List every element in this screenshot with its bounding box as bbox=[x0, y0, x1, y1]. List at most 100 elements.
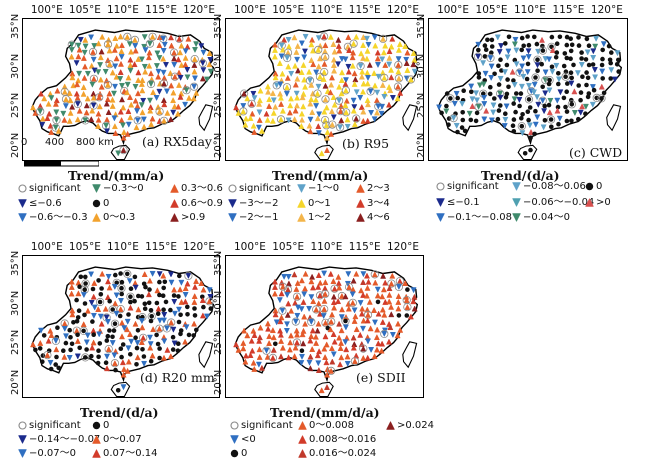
station-marker bbox=[331, 48, 338, 55]
tri-up-icon bbox=[298, 435, 307, 444]
station-marker bbox=[133, 116, 142, 125]
station-marker bbox=[91, 279, 98, 286]
station-marker bbox=[198, 43, 205, 50]
station-marker bbox=[279, 107, 286, 114]
legend-item: 0.3～0.6 bbox=[170, 183, 223, 194]
station-marker bbox=[590, 48, 597, 55]
station-marker bbox=[270, 346, 277, 353]
legend-label: 0 bbox=[596, 181, 603, 192]
lat-tick-label: 20°N bbox=[213, 132, 224, 159]
station-marker bbox=[256, 353, 263, 360]
station-marker bbox=[453, 122, 460, 129]
station-marker bbox=[379, 340, 386, 347]
station-marker bbox=[76, 308, 82, 313]
station-marker bbox=[111, 115, 118, 122]
station-marker bbox=[141, 63, 148, 70]
station-marker bbox=[302, 83, 309, 90]
legend-item: −0.08～0.06 bbox=[512, 181, 586, 192]
station-marker bbox=[184, 67, 191, 74]
station-marker bbox=[128, 286, 134, 291]
station-marker bbox=[538, 36, 546, 43]
station-marker bbox=[90, 293, 97, 300]
station-marker bbox=[155, 73, 162, 80]
station-marker bbox=[577, 109, 584, 116]
station-marker bbox=[496, 82, 502, 87]
station-marker bbox=[120, 104, 127, 111]
station-marker bbox=[524, 69, 531, 76]
station-marker bbox=[138, 318, 145, 325]
station-marker bbox=[118, 346, 124, 351]
station-marker bbox=[389, 95, 396, 102]
station-marker bbox=[516, 96, 523, 103]
station-marker bbox=[389, 272, 396, 279]
station-marker bbox=[189, 82, 199, 91]
station-marker bbox=[193, 277, 200, 284]
station-marker bbox=[388, 303, 395, 310]
station-marker bbox=[310, 298, 317, 305]
station-marker bbox=[292, 107, 299, 114]
station-marker bbox=[55, 325, 60, 330]
tri-up-icon bbox=[92, 449, 101, 458]
station-marker bbox=[614, 62, 620, 67]
station-marker bbox=[121, 325, 128, 332]
station-marker bbox=[80, 90, 87, 97]
station-marker bbox=[117, 68, 124, 75]
station-marker bbox=[410, 49, 417, 56]
station-marker bbox=[292, 344, 299, 351]
station-marker bbox=[338, 314, 345, 321]
station-marker bbox=[600, 47, 605, 53]
station-marker bbox=[331, 67, 338, 74]
station-marker bbox=[298, 122, 305, 129]
station-marker bbox=[83, 274, 88, 280]
station-marker bbox=[283, 328, 290, 335]
station-marker bbox=[546, 115, 556, 124]
station-marker bbox=[90, 312, 97, 319]
station-marker bbox=[53, 362, 58, 367]
station-marker bbox=[291, 34, 298, 41]
station-marker bbox=[269, 90, 276, 97]
station-marker bbox=[519, 35, 525, 41]
station-marker bbox=[182, 298, 189, 305]
station-marker bbox=[285, 354, 292, 361]
station-marker bbox=[576, 83, 581, 88]
station-marker bbox=[182, 101, 189, 108]
station-marker bbox=[113, 310, 120, 317]
station-marker bbox=[191, 61, 198, 68]
station-marker bbox=[84, 70, 91, 77]
legend-item: −0.07～0 bbox=[18, 448, 76, 459]
station-marker bbox=[321, 60, 328, 67]
station-marker bbox=[132, 298, 137, 304]
station-marker bbox=[330, 298, 337, 305]
station-marker bbox=[75, 315, 81, 320]
legend-label: significant bbox=[29, 420, 81, 431]
station-marker bbox=[136, 293, 141, 299]
station-marker bbox=[61, 325, 68, 332]
station-marker bbox=[124, 81, 131, 88]
station-marker bbox=[277, 94, 284, 101]
station-marker bbox=[271, 283, 279, 290]
station-marker bbox=[118, 42, 125, 49]
station-marker bbox=[485, 37, 490, 43]
station-marker bbox=[294, 56, 301, 63]
station-marker bbox=[532, 131, 537, 137]
station-marker bbox=[555, 104, 561, 110]
station-marker bbox=[90, 286, 96, 292]
station-marker bbox=[178, 42, 185, 49]
station-marker bbox=[41, 95, 48, 102]
legend-title: Trend/(mm/a) bbox=[272, 168, 369, 183]
station-marker bbox=[71, 320, 76, 325]
legend-label: −0.14～−0.07 bbox=[29, 434, 101, 445]
legend-label: 0.008～0.016 bbox=[309, 434, 377, 445]
station-marker bbox=[73, 99, 82, 109]
station-marker bbox=[175, 34, 184, 43]
lat-tick-label: 25°N bbox=[213, 330, 224, 356]
legend-item: significant bbox=[18, 183, 81, 194]
station-marker bbox=[88, 34, 95, 41]
station-marker bbox=[411, 305, 418, 312]
station-marker bbox=[308, 96, 315, 103]
station-marker bbox=[382, 61, 389, 68]
station-marker bbox=[515, 68, 524, 77]
station-marker bbox=[68, 347, 73, 353]
station-marker bbox=[157, 355, 162, 361]
station-marker bbox=[345, 68, 352, 75]
